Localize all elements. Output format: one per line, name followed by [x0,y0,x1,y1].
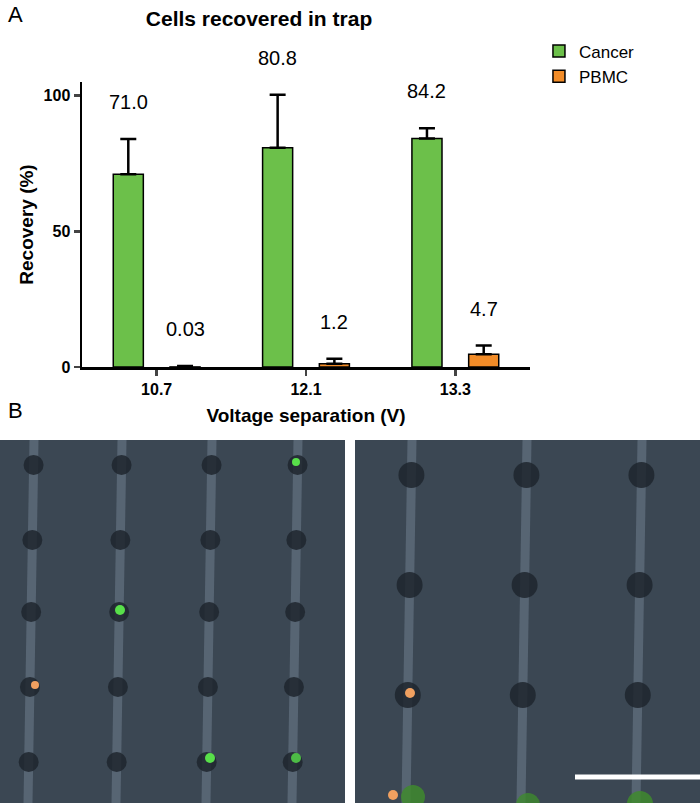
svg-text:0.03: 0.03 [166,318,205,340]
html-text:A: A [8,2,23,27]
html-text:B: B [8,398,23,423]
svg-text:13.3: 13.3 [440,381,471,398]
svg-text:0: 0 [61,359,70,376]
svg-text:50: 50 [53,223,71,240]
svg-text:100: 100 [44,87,71,104]
svg-text:4.7: 4.7 [470,298,498,320]
svg-text:PBMC: PBMC [579,68,628,87]
svg-text:84.2: 84.2 [407,80,446,102]
svg-text:80.8: 80.8 [258,47,297,69]
svg-text:Voltage separation (V): Voltage separation (V) [206,405,405,426]
svg-text:71.0: 71.0 [109,91,148,113]
svg-text:12.1: 12.1 [290,381,321,398]
svg-text:10.7: 10.7 [141,381,172,398]
svg-text:Cells recovered in trap: Cells recovered in trap [146,7,372,30]
svg-text:1.2: 1.2 [320,311,348,333]
svg-text:Cancer: Cancer [579,43,634,62]
svg-text:Recovery (%): Recovery (%) [16,164,37,284]
